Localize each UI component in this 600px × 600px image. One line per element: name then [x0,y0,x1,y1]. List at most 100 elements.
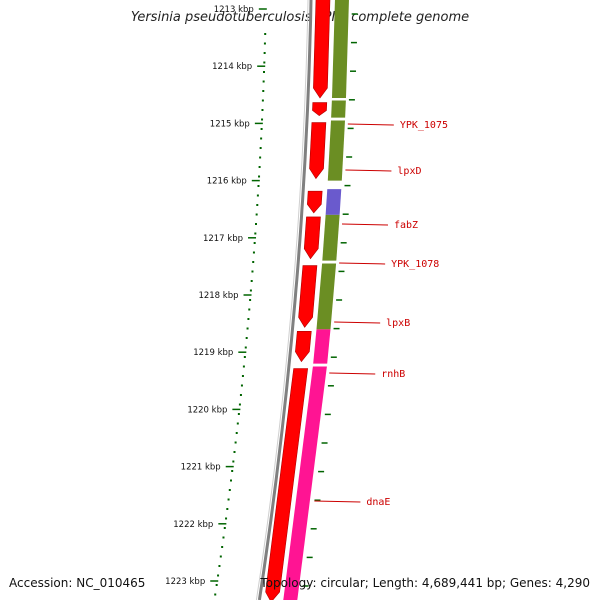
tick-label: 1216 kbp [207,177,247,187]
tick-label: 1220 kbp [187,405,227,415]
guide-dot [261,99,264,102]
guide-dot [223,527,226,529]
guide-dot [250,280,253,282]
guide-dot [264,33,267,35]
tick-label: 1215 kbp [210,119,250,129]
guide-dot [260,137,263,140]
gene-arrow-YPK_1075[interactable] [312,102,328,117]
gene-arrow-lpxD[interactable] [309,122,327,180]
guide-dot [251,270,254,273]
gene-label-fabZ: fabZ [394,220,418,231]
guide-dot [257,185,260,187]
cog-bar-YPK_1075[interactable] [331,100,346,118]
guide-dot [262,90,265,92]
guide-dot [219,555,222,558]
backbone-edge [255,0,309,600]
gene-arrow-lpxB[interactable] [298,265,318,328]
guide-dot [222,536,225,539]
tick-label: 1221 kbp [181,463,221,473]
gene-arrow-YPK_1078[interactable] [303,216,321,260]
guide-dot [231,470,234,472]
guide-dot [217,574,220,577]
gene-arrow-rnhB[interactable] [295,331,312,363]
cog-bar-lpxB[interactable] [316,263,337,330]
guide-dot [258,175,261,178]
guide-dot [241,375,244,377]
guide-dot [240,384,243,387]
guide-dot [236,422,239,425]
guide-dot [228,489,231,491]
guide-dot [229,479,232,482]
guide-dot [249,289,252,292]
cog-bar-YPK_1078[interactable] [322,214,340,261]
guide-dot [238,403,241,406]
guide-dot [262,71,265,73]
guide-dot [215,584,218,586]
guide-dot [226,508,229,510]
gene-label-lpxB: lpxB [386,318,410,329]
cog-bar-dnaE[interactable] [283,366,327,600]
guide-dot [252,251,255,254]
guide-dot [256,204,259,206]
tick-label: 1213 kbp [214,5,254,15]
label-leader-YPK_1078 [339,262,386,265]
guide-dot [214,593,217,596]
guide-dot [218,565,221,567]
cog-bar-rnhB[interactable] [313,329,331,364]
topology-text: Topology: circular; Length: 4,689,441 bp… [260,576,590,590]
cog-bar-upstream[interactable] [331,0,349,98]
guide-dot [260,128,263,130]
gene-labels: YPK_1075 lpxD fabZ YPK_1078 lpxB rnhB dnaE [314,120,448,508]
guide-dot [262,80,265,83]
guide-dot [263,61,266,64]
guide-dot [255,223,258,225]
guide-dot [227,498,230,501]
tick-label: 1222 kbp [173,520,213,530]
gene-arrow-fabZ[interactable] [307,190,323,214]
cog-track[interactable] [283,0,349,600]
guide-dot [261,118,264,121]
guide-dot [233,451,236,453]
guide-dot [243,356,246,358]
tick-label: 1217 kbp [203,234,243,244]
guide-dot [244,346,247,349]
cog-bar-lpxD[interactable] [327,120,345,181]
map-title: Yersinia pseudotuberculosis YPIII, compl… [130,10,470,25]
genome-backbone [255,0,313,600]
label-leader-rnhB [329,372,376,375]
guide-dot [256,194,259,197]
tick-label: 1214 kbp [212,62,252,72]
dotted-guide [214,33,267,596]
gene-label-dnaE: dnaE [366,497,390,508]
gene-label-rnhB: rnhB [381,369,405,380]
guide-dot [225,517,228,520]
guide-dot [242,365,245,368]
guide-dot [252,261,255,263]
guide-dot [263,52,266,54]
guide-dot [246,327,249,330]
guide-dot [232,460,235,463]
guide-dot [248,308,251,311]
label-leader-fabZ [341,223,389,226]
tick-label: 1219 kbp [193,348,233,358]
label-leader-dnaE [314,500,361,503]
label-leader-lpxB [334,321,381,324]
gene-label-lpxD: lpxD [397,166,421,177]
tick-label: 1223 kbp [165,577,205,587]
guide-dot [249,299,252,301]
backbone-line [257,0,313,600]
guide-dot [258,166,261,168]
guide-dot [263,42,266,45]
guide-dot [259,156,262,159]
gene-arrow-dnaE[interactable] [265,368,309,600]
guide-dot [237,413,240,415]
gene-track[interactable] [265,0,331,600]
guide-dot [235,432,238,434]
guide-dot [221,546,224,548]
gene-label-YPK_1078: YPK_1078 [391,259,439,270]
cog-bar-fabZ[interactable] [325,189,342,215]
gene-arrow-upstream[interactable] [313,0,331,99]
guide-dot [245,337,248,339]
guide-dot [261,109,264,111]
